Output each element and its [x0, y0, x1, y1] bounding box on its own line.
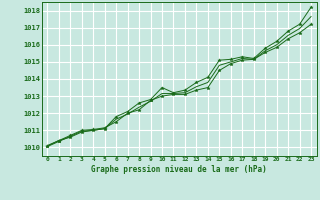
- X-axis label: Graphe pression niveau de la mer (hPa): Graphe pression niveau de la mer (hPa): [91, 165, 267, 174]
